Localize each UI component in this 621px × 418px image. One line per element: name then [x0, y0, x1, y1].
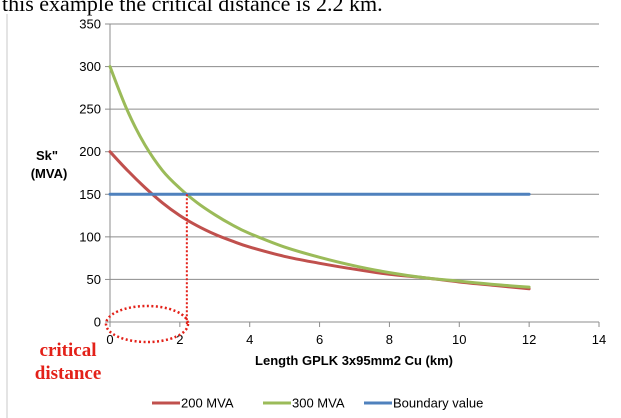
- axes: [105, 23, 600, 327]
- legend-label-2: 300 MVA: [292, 396, 345, 411]
- x-tick-label-2: 2: [176, 332, 183, 347]
- grid-lines: [110, 23, 599, 280]
- legend: 200 MVA 300 MVA Boundary value: [152, 396, 483, 411]
- y-tick-label-300: 300: [79, 59, 101, 74]
- critical-label-line1: critical: [40, 340, 97, 361]
- x-tick-label-14: 14: [592, 332, 606, 347]
- x-tick-label-4: 4: [246, 332, 253, 347]
- x-axis-title: Length GPLK 3x95mm2 Cu (km): [255, 353, 453, 368]
- y-tick-label-250: 250: [79, 102, 101, 117]
- series-line-2: [108, 65, 531, 289]
- x-tick-label-0: 0: [106, 332, 113, 347]
- y-tick-label-350: 350: [79, 17, 101, 32]
- series-line-1: [108, 150, 531, 291]
- critical-distance-ellipse: [104, 304, 190, 344]
- x-tick-label-10: 10: [452, 332, 466, 347]
- legend-label-3: Boundary value: [393, 396, 483, 411]
- y-tick-labels: 0 50 100 150 200 250 300 350: [79, 17, 101, 330]
- x-tick-label-6: 6: [316, 332, 323, 347]
- y-tick-label-50: 50: [87, 272, 101, 287]
- x-tick-label-12: 12: [522, 332, 536, 347]
- y-axis-title-line1: Sk": [36, 148, 58, 163]
- axis-titles: Sk" (MVA) Length GPLK 3x95mm2 Cu (km): [31, 148, 453, 368]
- legend-label-1: 200 MVA: [181, 396, 234, 411]
- x-tick-labels: 0 2 4 6 8 10 12 14: [106, 332, 606, 347]
- y-tick-label-0: 0: [94, 315, 101, 330]
- critical-label-line2: distance: [35, 363, 102, 384]
- series-lines: [108, 65, 531, 291]
- top-text: this example the critical distance is 2.…: [2, 0, 383, 16]
- y-axis-title-line2: (MVA): [31, 166, 68, 181]
- y-tick-label-100: 100: [79, 229, 101, 244]
- x-tick-label-8: 8: [386, 332, 393, 347]
- y-tick-label-200: 200: [79, 144, 101, 159]
- y-tick-label-150: 150: [79, 187, 101, 202]
